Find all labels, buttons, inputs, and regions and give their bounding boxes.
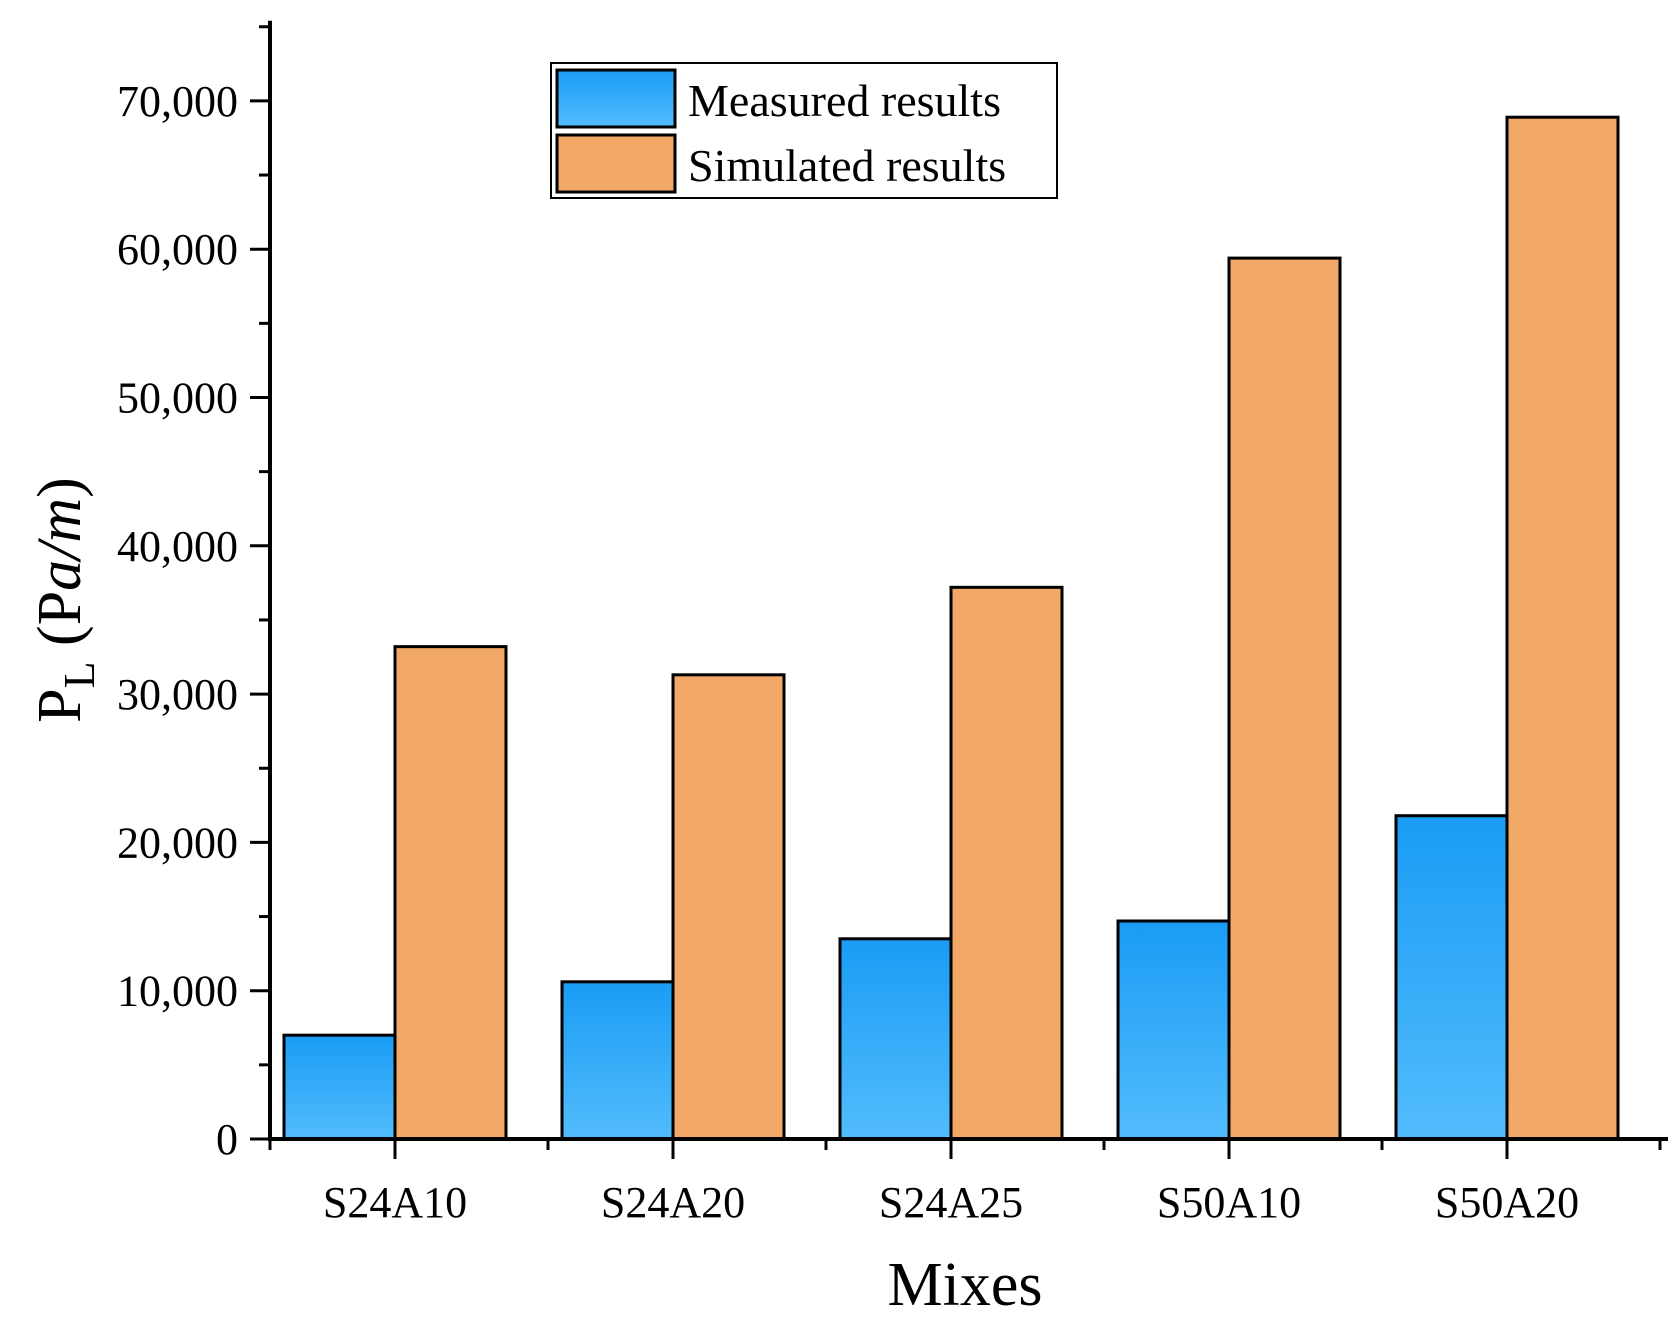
y-tick-label: 70,000 [117, 77, 238, 126]
measured-bar-s50a20 [1394, 814, 1509, 1141]
x-tick-label: S50A20 [1435, 1178, 1579, 1227]
y-tick-label: 60,000 [117, 225, 238, 274]
x-tick-label: S24A10 [323, 1178, 467, 1227]
simulated-bar-s24a25 [949, 585, 1064, 1141]
y-tick-label: 10,000 [117, 967, 238, 1016]
x-tick-label: S24A25 [879, 1178, 1023, 1227]
y-tick-label: 40,000 [117, 522, 238, 571]
x-tick-label: S50A10 [1157, 1178, 1301, 1227]
simulated-bar-s50a20 [1505, 115, 1620, 1141]
y-axis-title: PL (Pa/m) [26, 477, 104, 723]
simulated-bar-s50a10 [1227, 256, 1342, 1141]
y-tick-label: 0 [216, 1115, 238, 1164]
legend-swatch-measured [555, 68, 677, 129]
measured-bar-s24a20 [560, 980, 675, 1141]
measured-bar-s24a25 [838, 937, 953, 1141]
simulated-bar-s24a10 [393, 645, 508, 1141]
x-tick-label: S24A20 [601, 1178, 745, 1227]
legend-label-simulated: Simulated results [688, 140, 1006, 191]
axes: 0 10,000 20,000 30,000 40,000 50,000 60,000 70,… [117, 20, 1668, 1227]
bars [282, 115, 1620, 1141]
legend: Measured results Simulated results [550, 62, 1058, 199]
measured-bar-s50a10 [1116, 919, 1231, 1141]
y-tick-label: 30,000 [117, 670, 238, 719]
measured-bar-s24a10 [282, 1033, 397, 1141]
simulated-bar-s24a20 [671, 673, 786, 1141]
x-axis-title: Mixes [888, 1251, 1043, 1319]
y-tick-label: 50,000 [117, 374, 238, 423]
legend-swatch-simulated [555, 133, 677, 194]
legend-label-measured: Measured results [688, 75, 1001, 126]
y-tick-label: 20,000 [117, 818, 238, 867]
